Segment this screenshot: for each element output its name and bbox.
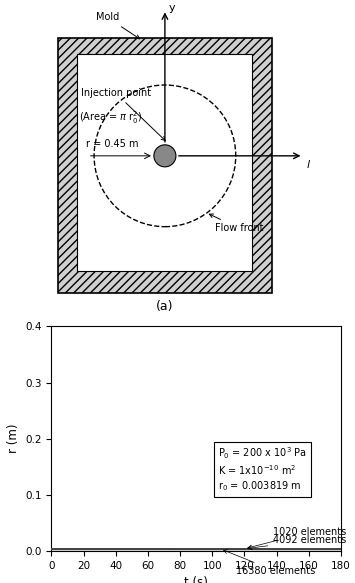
Text: (a): (a) [156, 300, 174, 313]
Text: l: l [307, 160, 310, 170]
Text: (Area = $\pi$ r$_0^2$): (Area = $\pi$ r$_0^2$) [79, 110, 142, 126]
Text: 1020 elements: 1020 elements [248, 527, 346, 549]
X-axis label: t (s): t (s) [184, 576, 208, 583]
Text: Mold: Mold [95, 12, 140, 39]
Text: 16380 elements: 16380 elements [224, 550, 316, 576]
Polygon shape [58, 38, 272, 293]
Polygon shape [77, 54, 252, 271]
Text: Injection point: Injection point [81, 88, 165, 141]
Text: $\mathrm{P}_0$ = 200 x 10$^3$ Pa
$\mathrm{K}$ = 1x10$^{-10}$ m$^2$
$\mathrm{r}_0: $\mathrm{P}_0$ = 200 x 10$^3$ Pa $\mathr… [218, 445, 307, 493]
Text: r = 0.45 m: r = 0.45 m [86, 139, 139, 149]
Text: Analytical: Analytical [0, 582, 1, 583]
Text: 4092 elements: 4092 elements [248, 535, 346, 550]
Circle shape [154, 145, 176, 167]
Text: Flow front: Flow front [209, 214, 264, 233]
Text: y: y [169, 3, 175, 13]
Y-axis label: r (m): r (m) [7, 424, 20, 454]
